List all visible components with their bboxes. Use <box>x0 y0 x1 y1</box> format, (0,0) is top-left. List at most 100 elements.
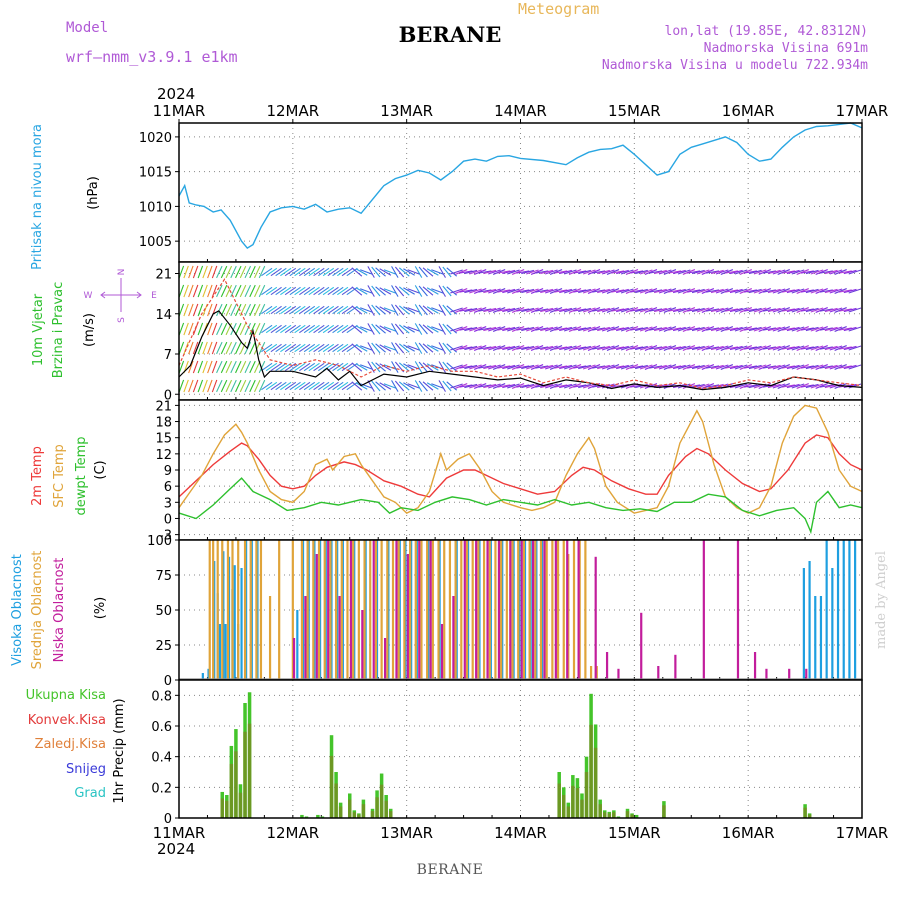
wind-arrow <box>616 345 629 351</box>
wind-arrow <box>715 345 729 351</box>
bar-convective <box>234 751 238 818</box>
compass-arrows-icon <box>100 278 142 312</box>
wind-arrow <box>559 269 572 275</box>
wind-arrow <box>488 345 501 351</box>
wind-arrow <box>535 308 549 312</box>
wind-arrow <box>625 269 639 275</box>
wind-arrow <box>573 346 587 350</box>
wind-arrow <box>777 383 790 389</box>
wind-arrow <box>249 341 256 355</box>
wind-arrow <box>446 381 458 391</box>
wind-arrow <box>280 267 292 277</box>
wind-arrow <box>758 345 772 351</box>
wind-arrow <box>763 327 777 331</box>
wind-arrow <box>383 307 397 313</box>
wind-arrow <box>379 325 392 333</box>
wind-arrow <box>431 269 444 275</box>
wind-arrow <box>183 284 189 298</box>
wind-arrow <box>469 383 482 389</box>
bar-cloud <box>395 540 398 680</box>
wind-arrow <box>805 383 819 389</box>
bar-cloud <box>452 596 455 680</box>
wind-arrow <box>748 269 762 275</box>
bar-cloud <box>426 540 429 680</box>
wind-arrow <box>829 307 843 313</box>
wind-arrow <box>322 267 335 277</box>
wind-arrow <box>407 383 421 389</box>
wind-arrow <box>725 270 739 274</box>
wind-arrow <box>511 345 525 351</box>
wind-arrows <box>178 265 862 393</box>
wind-arrow <box>521 269 535 275</box>
bar-cloud <box>304 596 307 680</box>
bar-cloud <box>306 540 309 680</box>
wind-arrow <box>843 326 857 332</box>
wind-arrow <box>630 365 644 369</box>
wind-arrow <box>318 286 330 296</box>
wind-arrow <box>289 286 301 296</box>
wind-arrow <box>630 346 644 350</box>
wind-arrow <box>308 343 320 353</box>
wind-arrow <box>544 345 558 351</box>
wind-arrow <box>225 341 233 355</box>
wind-arrow <box>239 284 247 298</box>
bar-cloud <box>554 540 557 680</box>
wind-arrow <box>549 307 563 313</box>
wind-arrow <box>744 346 758 350</box>
bar-cloud <box>494 540 497 680</box>
wind-arrow <box>526 383 539 389</box>
wind-arrow <box>544 288 558 294</box>
wind-arrow <box>763 270 777 274</box>
wind-arrow <box>391 361 399 373</box>
wind-arrow <box>563 288 577 294</box>
y-tick-label: 0.8 <box>151 689 172 704</box>
wind-arrow <box>573 308 587 312</box>
bar-cloud <box>589 666 593 680</box>
y-tick-label: 75 <box>155 569 172 584</box>
wind-arrow <box>414 285 423 297</box>
wind-arrow <box>710 307 724 313</box>
wind-arrow <box>710 288 724 294</box>
wind-arrow <box>235 284 242 298</box>
bar-convective <box>338 806 343 818</box>
wind-arrow <box>715 307 729 313</box>
bar-cloud <box>231 540 234 680</box>
wind-arrow <box>701 326 715 332</box>
legend-graupel: Grad <box>74 786 106 801</box>
wind-arrow <box>672 269 686 275</box>
bar-cloud <box>808 561 811 680</box>
wind-arrow <box>280 343 292 353</box>
bottom-date-label: 12MAR <box>266 824 319 842</box>
wind-arrow <box>464 345 478 351</box>
wind-arrow <box>254 303 261 317</box>
bar-cloud <box>397 540 400 680</box>
wind-arrow <box>202 379 208 393</box>
wind-arrow <box>758 326 772 332</box>
bottom-date-labels: 11MAR 12MAR 13MAR 14MAR 15MAR 16MAR 17MAR <box>153 824 889 842</box>
wind-arrow <box>767 288 781 294</box>
bar-cloud <box>327 540 330 680</box>
wind-arrow <box>270 343 282 353</box>
wind-arrow <box>838 270 852 274</box>
wind-arrow <box>611 365 625 369</box>
wind-arrow <box>701 288 715 294</box>
wind-arrow <box>426 344 439 352</box>
wind-arrow <box>696 345 710 351</box>
wind-arrow <box>720 288 734 294</box>
wind-arrow <box>606 307 620 313</box>
wind-arrow <box>414 304 423 316</box>
wind-arrow <box>244 303 252 317</box>
wind-arrow <box>834 307 847 313</box>
wind-arrow <box>183 379 189 393</box>
wind-arrow <box>786 383 800 389</box>
wind-arrow <box>371 342 381 354</box>
wind-arrow <box>188 341 194 355</box>
wind-arrow <box>649 365 663 369</box>
bar-cloud <box>278 540 281 680</box>
wind-arrow <box>403 268 415 276</box>
bar-cloud <box>233 565 236 680</box>
wind-arrow <box>332 343 344 353</box>
bar-precip <box>634 814 639 818</box>
wind-arrow <box>450 345 463 351</box>
wind-arrow <box>635 364 648 370</box>
